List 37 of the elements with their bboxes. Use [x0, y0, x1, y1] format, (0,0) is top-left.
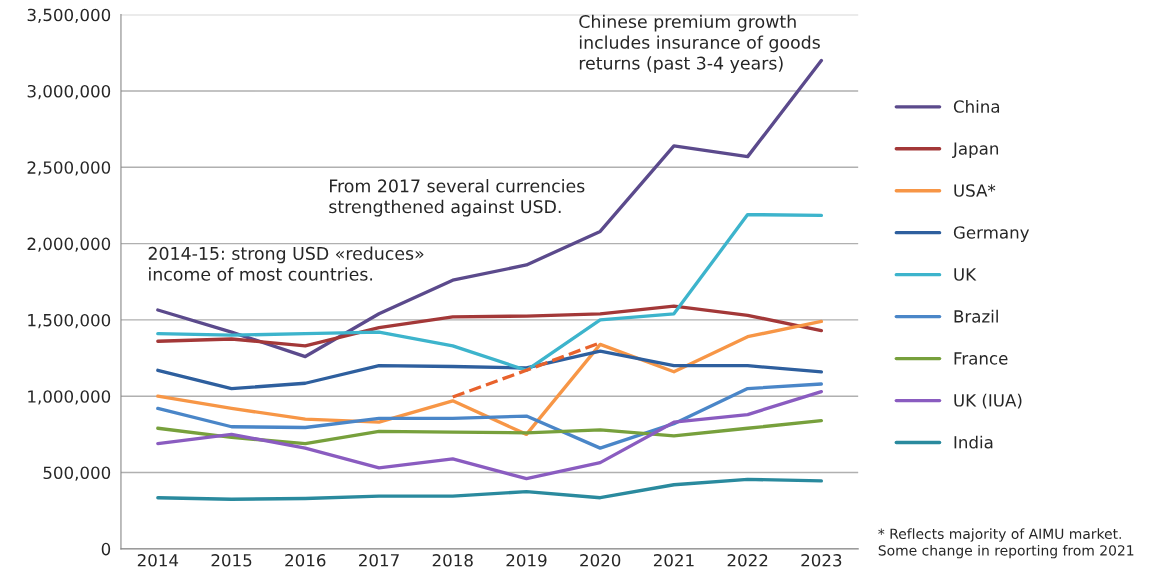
x-tick-label: 2022: [727, 554, 768, 567]
line-series: [156, 349, 824, 391]
y-tick-label: 1,500,000: [28, 313, 111, 329]
legend-label: China: [953, 99, 1000, 113]
x-tick-label: 2015: [211, 554, 252, 567]
legend-label: France: [954, 352, 1008, 365]
y-tick-label: 0: [101, 542, 111, 556]
legend-label: USA*: [954, 184, 996, 197]
line-series: [156, 389, 824, 481]
x-tick-label: 2018: [432, 554, 473, 567]
y-tick-label: 2,000,000: [27, 237, 111, 252]
line-series: [156, 477, 824, 501]
y-tick-label: 2,500,000: [27, 161, 111, 176]
x-tick-label: 2016: [285, 554, 326, 567]
annotation: From 2017 several currencies strengthened against USD.: [329, 179, 585, 217]
text: * Reflects majority of AIMU market. Some change in reporting from 2021: [878, 528, 1134, 559]
line-series: [156, 418, 824, 446]
y-tick-label: 3,000,000: [27, 84, 111, 100]
x-tick-label: 2020: [580, 554, 621, 567]
line-series: [156, 382, 824, 450]
y-tick-label: 3,500,000: [27, 8, 111, 23]
annotation: Chinese premium growth includes insurance of goods returns (past 3-4 years): [579, 14, 820, 73]
x-tick-label: 2019: [506, 554, 547, 567]
x-tick-label: 2017: [359, 554, 399, 567]
legend-label: Japan: [952, 142, 999, 159]
annotation: 2014-15: strong USD «reduces» income of most countries.: [148, 246, 424, 281]
x-tick-label: 2021: [653, 554, 694, 567]
x-tick-label: 2023: [801, 554, 842, 567]
legend-label: UK: [954, 268, 977, 281]
legend-label: Germany: [953, 226, 1030, 242]
legend-label: UK (IUA): [954, 393, 1022, 409]
y-tick-label: 1,000,000: [28, 390, 111, 405]
x-tick-label: 2014: [137, 554, 179, 567]
legend-label: Brazil: [954, 309, 998, 323]
line-series: [156, 304, 824, 348]
legend-label: India: [954, 435, 993, 449]
y-tick-label: 500,000: [43, 466, 111, 481]
